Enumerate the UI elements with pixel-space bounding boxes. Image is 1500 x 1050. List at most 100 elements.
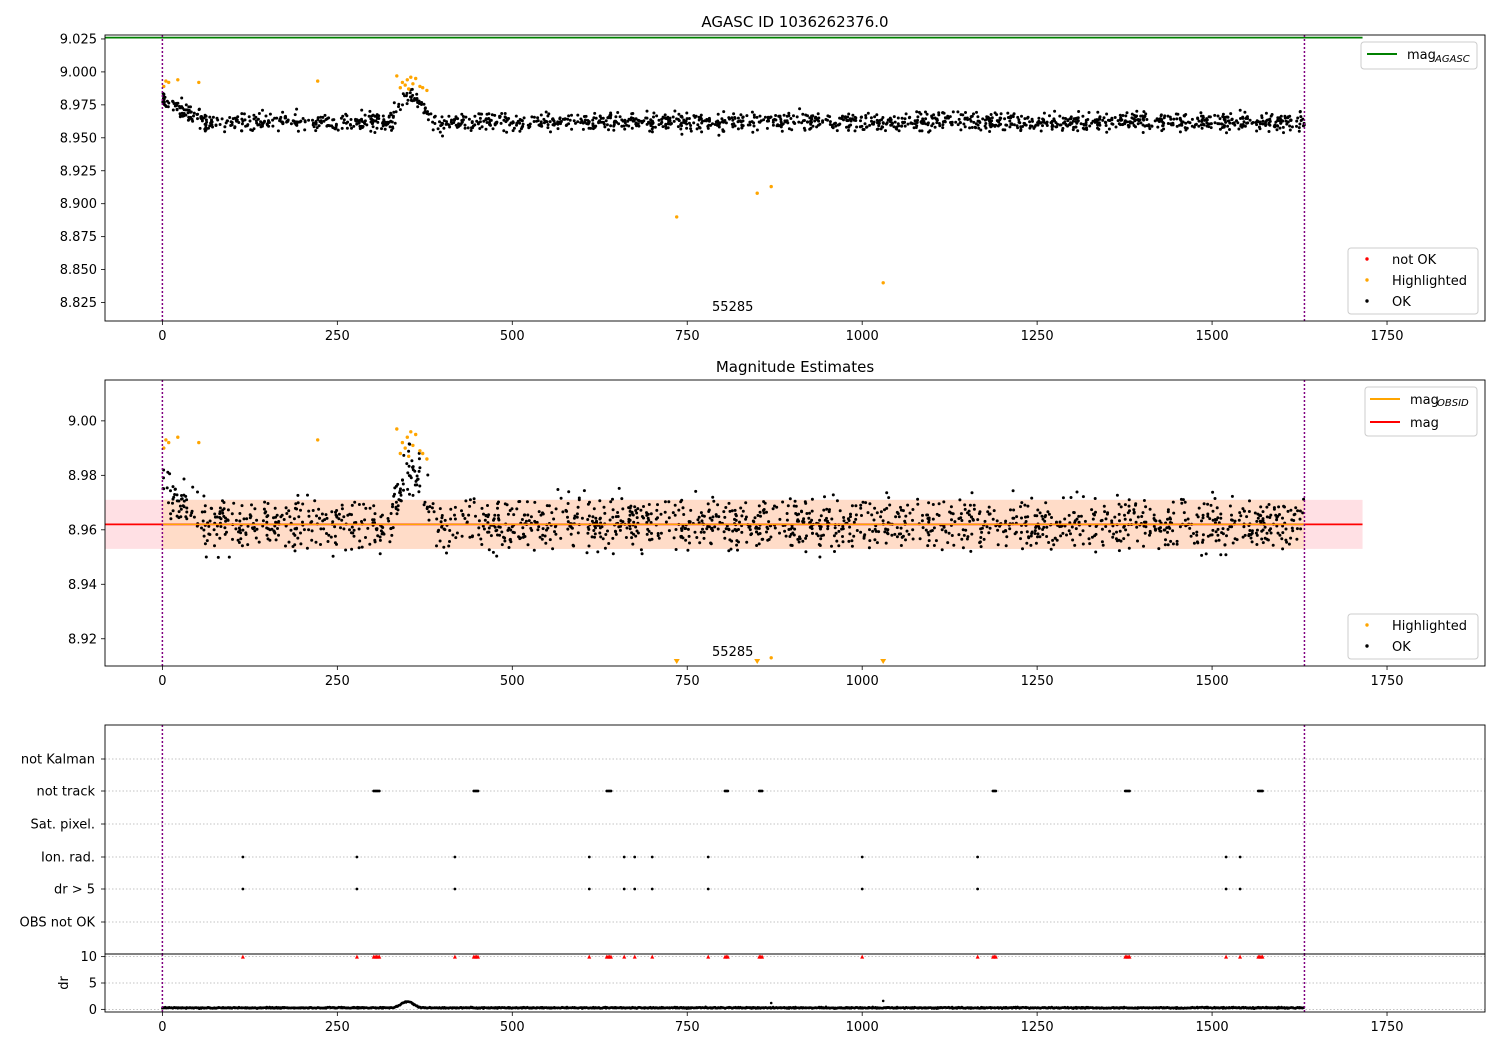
ok-point — [484, 127, 488, 131]
ok-point — [1226, 124, 1230, 128]
ok-point — [378, 538, 382, 542]
ok-point — [762, 511, 766, 515]
ok-point — [632, 520, 636, 524]
ok-point — [218, 536, 222, 540]
ok-point — [526, 513, 530, 517]
ok-point — [1072, 117, 1076, 121]
ok-point — [865, 125, 868, 129]
ok-point — [1009, 122, 1013, 126]
ok-point — [307, 514, 311, 518]
ok-point — [180, 494, 183, 497]
highlighted-point — [400, 80, 405, 85]
ok-point — [1020, 516, 1023, 520]
ok-point — [438, 120, 441, 124]
y-tick-label: 8.875 — [60, 230, 97, 245]
ok-point — [702, 536, 706, 540]
ok-point — [787, 111, 791, 115]
ok-point — [307, 528, 311, 532]
ok-point — [1077, 520, 1081, 524]
ok-point — [811, 531, 814, 535]
ok-point — [410, 459, 414, 463]
ok-point — [1141, 123, 1145, 127]
ok-point — [868, 539, 872, 543]
legend-label: not OK — [1392, 253, 1437, 268]
ok-point — [1259, 505, 1263, 509]
ok-point — [218, 123, 222, 126]
ok-point — [1121, 123, 1124, 127]
ok-point — [416, 105, 420, 109]
ok-point — [1230, 494, 1234, 498]
ok-point — [238, 512, 242, 515]
ok-point — [642, 516, 645, 520]
ok-point — [1201, 533, 1205, 537]
ok-point — [628, 513, 632, 517]
ok-point — [866, 511, 870, 515]
ok-point — [423, 500, 427, 504]
ok-point — [1171, 529, 1175, 533]
ok-point — [1095, 118, 1099, 122]
ok-point — [681, 524, 685, 528]
legend-label: mag — [1410, 393, 1439, 408]
ok-point — [198, 126, 202, 130]
ok-point — [748, 528, 752, 532]
ok-point — [478, 116, 482, 120]
ok-point — [595, 519, 598, 523]
ok-point — [1103, 510, 1107, 514]
ok-point — [810, 497, 814, 501]
ok-point — [921, 513, 924, 517]
ok-point — [899, 526, 903, 530]
ok-point — [716, 112, 720, 116]
ok-point — [486, 530, 490, 534]
ok-point — [868, 502, 872, 506]
ok-point — [556, 488, 560, 491]
ok-point — [305, 546, 309, 550]
ok-point — [378, 552, 382, 556]
ok-point — [1233, 537, 1237, 541]
ok-point — [649, 124, 653, 128]
ok-point — [872, 518, 876, 522]
ok-point — [819, 537, 823, 541]
ok-point — [1264, 111, 1268, 115]
ok-point — [738, 520, 741, 524]
ok-point — [854, 504, 858, 508]
ok-point — [788, 535, 792, 538]
ok-point — [401, 482, 405, 486]
ok-point — [1289, 536, 1293, 540]
ok-point — [466, 126, 470, 130]
ok-point — [1005, 123, 1009, 127]
ok-point — [591, 515, 595, 519]
ok-point — [165, 99, 169, 103]
ok-point — [273, 506, 277, 510]
ok-point — [877, 530, 881, 534]
ok-point — [479, 537, 483, 541]
ok-point — [803, 500, 807, 504]
ok-point — [906, 503, 910, 507]
ok-point — [963, 117, 967, 121]
x-tick-label: 750 — [675, 674, 700, 689]
ok-point — [1067, 123, 1071, 127]
ok-point — [666, 126, 670, 130]
ok-point — [238, 519, 242, 523]
ok-point — [344, 112, 348, 116]
ok-point — [730, 509, 734, 513]
ok-point — [1197, 506, 1201, 510]
ok-point — [786, 121, 790, 125]
ok-point — [740, 514, 744, 518]
ok-point — [911, 528, 915, 532]
ok-point — [981, 117, 985, 121]
ok-point — [271, 118, 275, 122]
ok-point — [984, 122, 988, 125]
ok-point — [1166, 114, 1170, 118]
ok-point — [769, 535, 773, 539]
ok-point — [507, 546, 511, 549]
ok-point — [754, 525, 758, 529]
ok-point — [1096, 126, 1099, 130]
ok-point — [521, 526, 525, 530]
ok-point — [1061, 531, 1065, 535]
ok-point — [185, 506, 189, 510]
ok-point — [1172, 117, 1176, 121]
ok-point — [989, 125, 993, 129]
ok-point — [413, 97, 417, 100]
ok-point — [1179, 497, 1183, 501]
ok-point — [1209, 122, 1213, 126]
